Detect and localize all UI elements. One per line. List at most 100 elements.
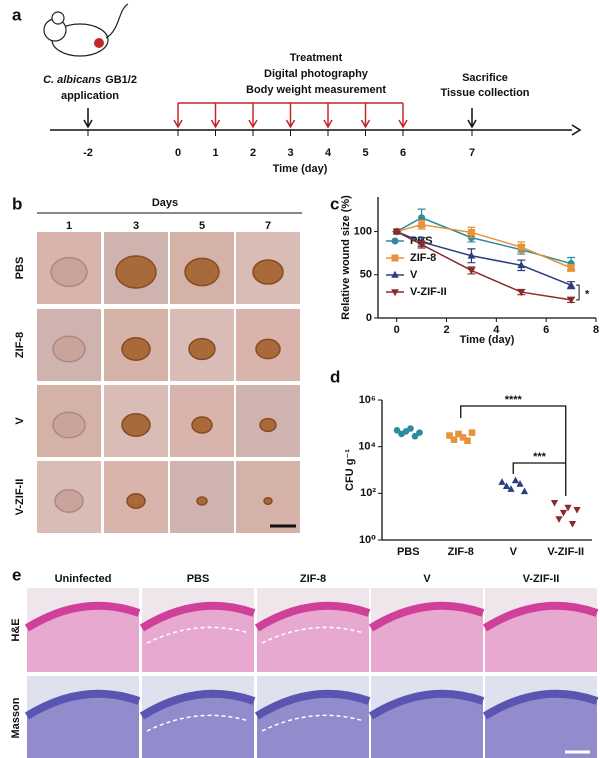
tissue-section xyxy=(485,605,597,672)
tissue-section xyxy=(142,693,254,758)
epidermis xyxy=(368,689,485,720)
tissue-section xyxy=(27,693,139,758)
significance-bracket xyxy=(576,284,580,301)
epidermis xyxy=(139,601,256,632)
species-name: C. albicans xyxy=(43,74,101,86)
data-point xyxy=(418,221,426,229)
epidermis xyxy=(254,689,371,720)
wound xyxy=(259,417,277,433)
group-label: V-ZIF-II xyxy=(14,479,26,516)
tissue-section xyxy=(485,693,597,758)
panel-label: b xyxy=(12,194,22,213)
y-tick-label: 10⁰ xyxy=(359,534,376,546)
panel-label: a xyxy=(12,5,22,24)
data-point xyxy=(573,507,581,514)
x-axis-label: Time (day) xyxy=(460,334,515,346)
epidermis xyxy=(24,601,141,632)
epidermis xyxy=(482,601,599,632)
x-tick-label: 4 xyxy=(493,324,500,336)
wound xyxy=(252,259,284,285)
timeline-arrow-head xyxy=(173,119,183,129)
histology-group: Uninfected xyxy=(55,573,112,585)
tissue-section xyxy=(371,693,483,758)
timeline-arrow-head xyxy=(248,119,258,129)
significance-bracket xyxy=(512,462,566,474)
wound xyxy=(115,255,157,289)
data-point xyxy=(550,499,559,507)
tissue-section xyxy=(257,605,369,672)
treatment-text: Digital photography xyxy=(264,68,369,80)
epidermis xyxy=(368,601,485,632)
y-tick-label: 50 xyxy=(360,269,372,281)
data-point xyxy=(467,267,476,275)
data-point xyxy=(468,429,476,436)
data-point xyxy=(418,214,426,222)
wound xyxy=(263,497,273,505)
legend-marker xyxy=(391,254,399,262)
data-point xyxy=(564,504,572,512)
data-point xyxy=(502,482,511,489)
wound xyxy=(255,338,281,360)
stain-label: H&E xyxy=(10,618,22,641)
data-point xyxy=(459,434,467,441)
endpoint-text: Tissue collection xyxy=(440,87,529,99)
histology-group: V-ZIF-II xyxy=(523,573,560,585)
infected-region xyxy=(261,626,365,644)
data-point xyxy=(507,485,515,492)
legend-marker xyxy=(391,237,399,245)
timeline-arrow-head xyxy=(467,119,477,129)
significance-label: **** xyxy=(505,394,523,406)
data-point xyxy=(567,264,575,272)
timeline-tick-label: 0 xyxy=(175,147,181,159)
day-label: 3 xyxy=(133,220,139,232)
strain-name: GB1/2 xyxy=(105,74,137,86)
data-point xyxy=(498,478,506,485)
histology-group: ZIF-8 xyxy=(300,573,326,585)
legend-marker xyxy=(391,270,399,278)
x-tick-label: PBS xyxy=(397,546,420,558)
data-point xyxy=(393,427,401,434)
timeline-arrowhead xyxy=(571,124,582,136)
day-label: 7 xyxy=(265,220,271,232)
mouse-icon xyxy=(43,3,129,57)
wound xyxy=(188,337,216,361)
infected-region xyxy=(146,626,250,644)
panel-label: c xyxy=(330,194,339,213)
panel-label: d xyxy=(330,367,340,386)
timeline-arrow-head xyxy=(285,119,296,129)
timeline-tick-label: -2 xyxy=(83,147,93,159)
wound xyxy=(52,411,86,439)
timeline-tick-label: 7 xyxy=(469,147,475,159)
timeline-tick-label: 3 xyxy=(287,147,293,159)
data-point xyxy=(517,261,526,269)
x-tick-label: V-ZIF-II xyxy=(547,546,584,558)
group-label: V xyxy=(14,417,26,425)
histology-group: PBS xyxy=(187,573,210,585)
data-point xyxy=(568,521,577,528)
data-point xyxy=(446,432,453,439)
timeline-tick-label: 2 xyxy=(250,147,256,159)
mouse-tail xyxy=(105,3,129,39)
data-point xyxy=(520,487,529,495)
tissue-section xyxy=(371,605,483,672)
wound xyxy=(184,257,220,287)
data-point xyxy=(516,480,524,487)
wound-photo xyxy=(236,461,300,533)
data-point xyxy=(416,429,423,436)
y-axis-label: Relative wound size (%) xyxy=(340,195,352,320)
tissue-section xyxy=(27,605,139,672)
y-tick-label: 10⁶ xyxy=(359,394,376,406)
data-point xyxy=(450,436,458,443)
timeline-arrow-head xyxy=(83,119,93,129)
epidermis xyxy=(254,601,371,632)
legend-marker xyxy=(391,289,399,297)
data-point xyxy=(464,437,471,445)
y-tick-label: 10⁴ xyxy=(358,441,376,453)
wound xyxy=(191,416,213,434)
data-point xyxy=(411,432,419,440)
x-tick-label: ZIF-8 xyxy=(448,546,474,558)
photo-header: Days xyxy=(152,197,178,209)
tissue-section xyxy=(257,693,369,758)
timeline-arrow-head xyxy=(323,119,333,129)
